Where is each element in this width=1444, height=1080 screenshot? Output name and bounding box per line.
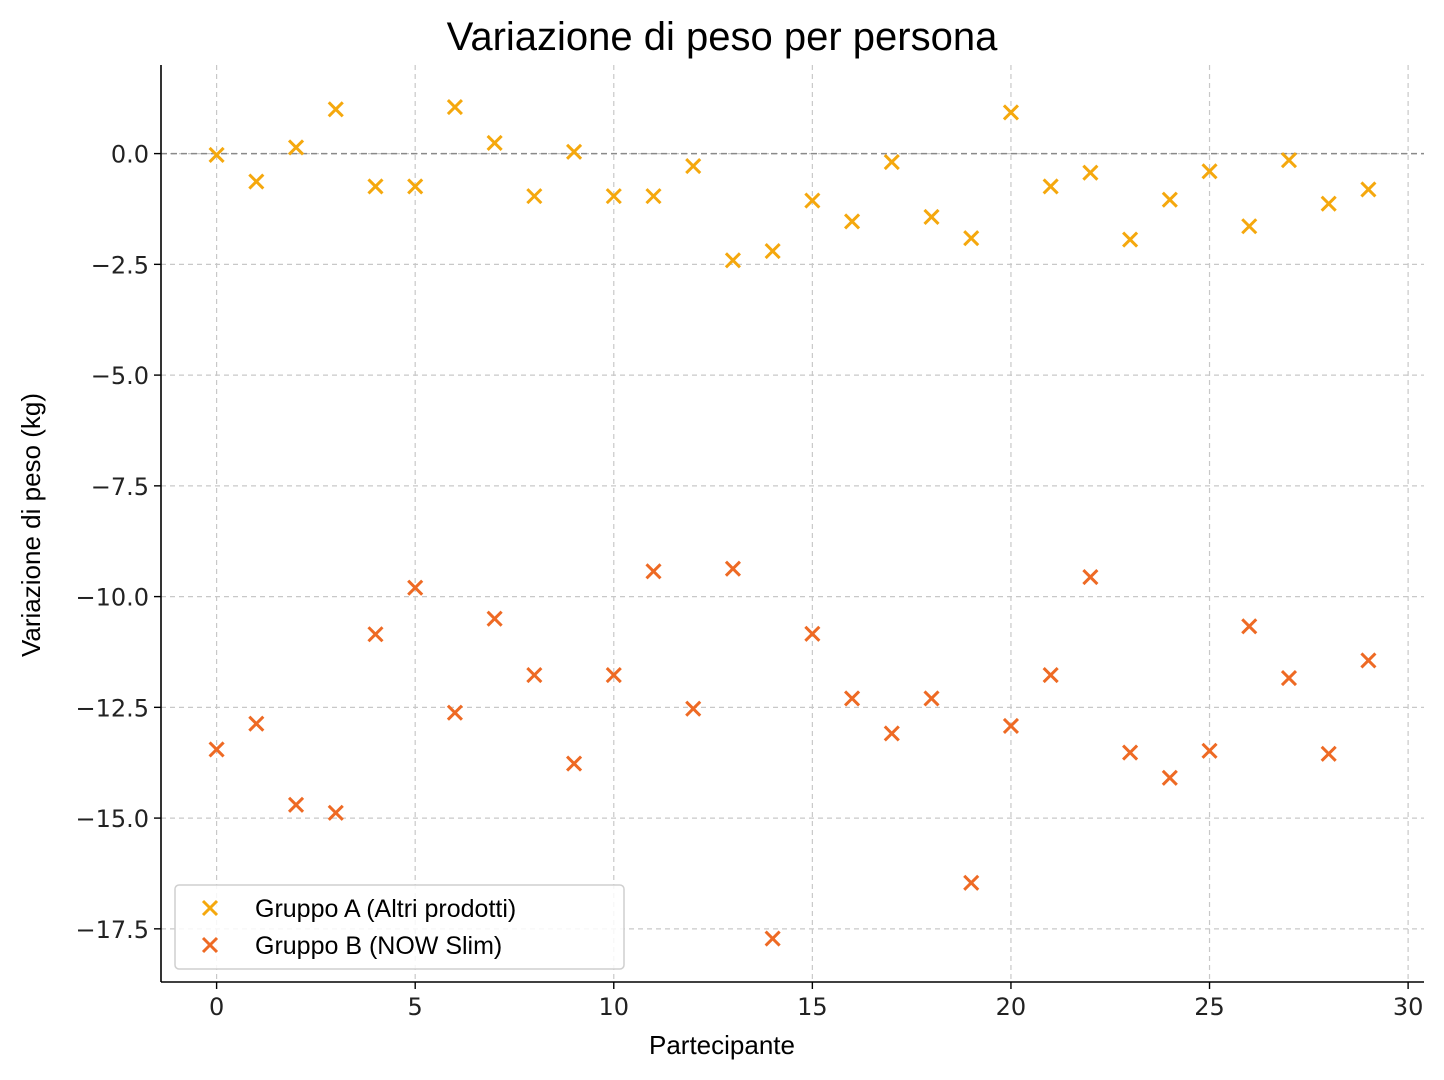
chart-title: Variazione di peso per persona xyxy=(447,15,998,59)
y-axis-label: Variazione di peso (kg) xyxy=(16,393,46,657)
data-point xyxy=(486,610,503,627)
data-point xyxy=(1241,218,1258,235)
data-point xyxy=(565,755,583,772)
data-point xyxy=(1042,178,1059,195)
x-tick-label: 30 xyxy=(1393,993,1424,1021)
y-tick-label: −17.5 xyxy=(75,916,149,944)
data-point xyxy=(1002,717,1020,735)
data-point xyxy=(605,666,622,684)
data-point xyxy=(287,139,305,156)
x-tick-label: 20 xyxy=(996,993,1027,1021)
data-point xyxy=(1082,569,1099,586)
x-tick-label: 15 xyxy=(797,993,828,1021)
y-tick-label: −12.5 xyxy=(75,694,149,722)
data-point xyxy=(248,715,265,732)
series-gruppo-a xyxy=(208,99,1377,269)
data-point xyxy=(844,213,861,230)
data-point xyxy=(407,579,424,596)
y-tick-label: −7.5 xyxy=(91,473,149,501)
x-tick-label: 0 xyxy=(209,993,224,1021)
x-axis-label: Partecipante xyxy=(649,1030,795,1060)
data-point xyxy=(1280,152,1298,169)
data-point xyxy=(1201,742,1218,759)
data-point xyxy=(1122,744,1139,761)
data-point xyxy=(645,188,662,205)
data-point xyxy=(724,560,741,577)
data-point xyxy=(526,666,543,684)
data-point xyxy=(804,192,821,209)
data-point xyxy=(208,146,225,163)
data-point xyxy=(1320,195,1337,212)
ticks: 0 5 10 15 20 25 30 0.0 −2.5 −5.0 −7.5 −10.0 −12.5 −15… xyxy=(75,141,1423,1021)
series-gruppo-b xyxy=(208,560,1377,947)
data-point xyxy=(526,188,543,205)
legend-marker xyxy=(201,936,219,954)
data-point xyxy=(446,99,463,116)
data-point xyxy=(1042,666,1059,684)
data-point xyxy=(1082,164,1099,181)
data-point xyxy=(1002,104,1020,121)
data-points xyxy=(208,99,1377,947)
data-point xyxy=(565,143,583,160)
data-point xyxy=(963,230,980,247)
legend: Gruppo A (Altri prodotti) Gruppo B (NOW S… xyxy=(174,884,625,970)
x-tick-label: 5 xyxy=(408,993,423,1021)
y-tick-label: −2.5 xyxy=(91,251,149,279)
data-point xyxy=(685,157,702,175)
data-point xyxy=(1201,163,1218,180)
data-point xyxy=(1360,652,1377,669)
data-point xyxy=(1241,618,1258,635)
data-point xyxy=(248,173,265,190)
data-point xyxy=(287,796,305,813)
data-point xyxy=(605,188,622,205)
data-point xyxy=(407,178,424,195)
data-point xyxy=(764,242,781,260)
x-tick-label: 25 xyxy=(1194,993,1225,1021)
data-point xyxy=(327,101,344,118)
y-tick-label: −15.0 xyxy=(75,805,149,833)
x-tick-label: 10 xyxy=(599,993,630,1021)
data-point xyxy=(844,690,861,707)
y-tick-label: −10.0 xyxy=(75,584,149,612)
data-point xyxy=(327,804,344,821)
data-point xyxy=(208,741,225,758)
y-tick-label: 0.0 xyxy=(111,141,149,169)
data-point xyxy=(446,704,463,721)
data-point xyxy=(764,930,781,947)
data-point xyxy=(724,252,741,269)
data-point xyxy=(1122,231,1139,248)
data-point xyxy=(804,625,821,642)
data-point xyxy=(883,725,900,742)
legend-box xyxy=(174,884,625,970)
data-point xyxy=(1360,181,1377,198)
legend-marker xyxy=(201,899,219,917)
data-point xyxy=(1280,670,1298,687)
data-point xyxy=(645,563,662,580)
data-point xyxy=(1320,745,1337,762)
data-point xyxy=(486,134,503,152)
legend-label: Gruppo B (NOW Slim) xyxy=(255,932,502,960)
data-point xyxy=(367,178,384,195)
data-point xyxy=(685,700,702,717)
axes xyxy=(160,65,1424,983)
data-point xyxy=(923,208,940,226)
data-point xyxy=(883,153,900,171)
grid xyxy=(161,65,1424,982)
data-point xyxy=(923,690,940,707)
y-tick-label: −5.0 xyxy=(91,362,149,390)
data-point xyxy=(367,626,384,643)
data-point xyxy=(963,874,980,891)
data-point xyxy=(1161,191,1178,208)
legend-label: Gruppo A (Altri prodotti) xyxy=(255,895,516,923)
data-point xyxy=(1161,769,1178,786)
